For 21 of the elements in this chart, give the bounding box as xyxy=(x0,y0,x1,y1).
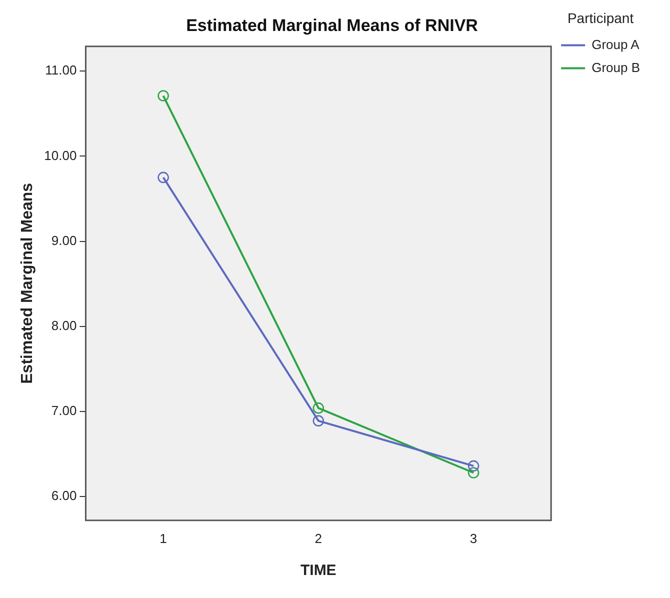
legend-label: Group A xyxy=(592,36,640,52)
y-tick-label: 7.00 xyxy=(51,403,77,418)
y-axis-title: Estimated Marginal Means xyxy=(19,182,36,384)
point xyxy=(312,415,324,426)
point xyxy=(158,172,169,184)
y-tick-label: 6.00 xyxy=(51,488,77,504)
point xyxy=(468,467,480,478)
x-tick-label: 1 xyxy=(160,530,167,546)
legend-title: Participant xyxy=(567,10,634,26)
y-tick-label: 8.00 xyxy=(51,318,77,333)
chart-title: Estimated Marginal Means of RNIVR xyxy=(186,16,478,35)
point xyxy=(468,460,480,472)
x-tick-label: 2 xyxy=(314,530,322,546)
point xyxy=(158,90,169,102)
x-axis-title: TIME xyxy=(300,562,336,580)
x-tick-label: 3 xyxy=(470,530,478,546)
y-tick-label: 10.00 xyxy=(44,148,77,163)
point xyxy=(312,402,324,414)
y-tick-label: 11.00 xyxy=(45,62,77,78)
y-tick-label: 9.00 xyxy=(51,232,77,248)
legend-label: Group B xyxy=(592,60,640,75)
